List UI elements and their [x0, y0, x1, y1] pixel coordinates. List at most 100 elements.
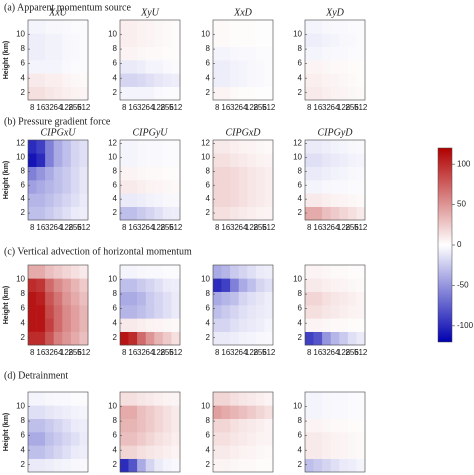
heat-cell	[305, 33, 314, 47]
heat-cell	[247, 86, 257, 101]
heat-cell	[79, 405, 89, 419]
x-tick-label: 16	[36, 223, 45, 232]
x-tick-label: 16	[128, 223, 137, 232]
heat-cell	[313, 265, 323, 279]
heat-cell	[171, 20, 181, 34]
x-tick-label: 256	[345, 223, 359, 232]
heat-cell	[213, 140, 222, 154]
heat-cell	[70, 33, 80, 47]
heat-cell	[305, 46, 314, 61]
heat-cell	[145, 206, 155, 221]
heat-cell	[154, 153, 164, 167]
x-tick-label: 64	[331, 103, 340, 112]
heat-cell	[53, 206, 63, 221]
heat-cell	[247, 33, 257, 47]
heat-cell	[128, 206, 138, 221]
heat-cell	[128, 458, 138, 473]
heat-cell	[171, 153, 181, 167]
y-tick-label: 6	[206, 304, 211, 313]
x-tick-label: 64	[146, 348, 155, 357]
heat-cell	[322, 318, 332, 332]
heat-cell	[238, 392, 248, 406]
x-tick-label: 512	[77, 103, 91, 112]
colorbar-tick-label: -50	[457, 281, 469, 290]
heat-cell	[264, 193, 274, 207]
heat-cell	[62, 60, 72, 74]
colorbar	[437, 147, 453, 343]
heat-cell	[62, 153, 72, 167]
heat-cell	[62, 180, 72, 194]
heat-cell	[230, 405, 240, 419]
heat-cell	[238, 166, 248, 181]
heat-cell	[339, 445, 349, 459]
heat-cell	[264, 20, 274, 34]
y-tick-label: 2	[206, 460, 211, 469]
heat-cell	[36, 405, 46, 419]
heat-cell	[247, 166, 257, 181]
heat-cell	[53, 418, 63, 433]
panel-title: XxD	[233, 7, 253, 18]
heat-cell	[128, 265, 138, 279]
heat-cell	[347, 265, 357, 279]
y-tick-label: 4	[206, 318, 211, 327]
heat-cell	[264, 73, 274, 87]
heat-cell	[79, 458, 89, 473]
heat-cell	[247, 140, 257, 154]
heat-cell	[53, 305, 63, 319]
heat-cell	[255, 153, 265, 167]
heat-cell	[70, 20, 80, 34]
x-tick-label: 32	[45, 348, 54, 357]
heat-cell	[171, 418, 181, 433]
heat-cell	[145, 305, 155, 319]
heat-cell	[230, 86, 240, 101]
heat-cell	[356, 86, 366, 101]
heat-cell	[120, 140, 129, 154]
heat-cell	[322, 60, 332, 74]
y-tick-label: 6	[206, 59, 211, 68]
heat-cell	[356, 331, 366, 346]
y-tick-label: 10	[201, 275, 210, 284]
heat-cell	[53, 432, 63, 446]
colorbar-tick-label: 100	[457, 159, 471, 168]
heat-cell	[264, 180, 274, 194]
heat-cell	[154, 86, 164, 101]
heat-cell	[322, 206, 332, 221]
y-tick-label: 2	[206, 333, 211, 342]
heat-cell	[45, 60, 55, 74]
heat-cell	[330, 206, 340, 221]
heat-cell	[70, 458, 80, 473]
x-tick-label: 32	[137, 103, 146, 112]
heat-cell	[213, 206, 222, 221]
heat-cell	[28, 193, 37, 207]
heat-cell	[45, 153, 55, 167]
heat-cell	[128, 180, 138, 194]
x-tick-label: 16	[128, 103, 137, 112]
heat-cell	[305, 60, 314, 74]
heat-cell	[213, 418, 222, 433]
heat-cell	[53, 405, 63, 419]
y-axis-label: Height (km)	[3, 286, 10, 325]
heat-cell	[330, 73, 340, 87]
heat-cell	[356, 206, 366, 221]
heat-cell	[45, 291, 55, 306]
heat-cell	[145, 33, 155, 47]
heat-cell	[330, 278, 340, 292]
heat-cell	[322, 458, 332, 473]
heat-cell	[247, 445, 257, 459]
heat-cell	[247, 153, 257, 167]
heat-cell	[120, 458, 129, 473]
heat-cell	[62, 20, 72, 34]
heat-cell	[305, 331, 314, 346]
x-tick-label: 16	[36, 103, 45, 112]
heat-cell	[120, 318, 129, 332]
heat-cell	[128, 331, 138, 346]
heat-cell	[221, 166, 231, 181]
heat-cell	[339, 265, 349, 279]
heat-cell	[36, 331, 46, 346]
heat-cell	[213, 153, 222, 167]
y-tick-label: 2	[21, 460, 26, 469]
y-tick-label: 8	[21, 416, 26, 425]
heat-cell	[53, 193, 63, 207]
x-tick-label: 128	[337, 103, 351, 112]
heat-cell	[120, 278, 129, 292]
